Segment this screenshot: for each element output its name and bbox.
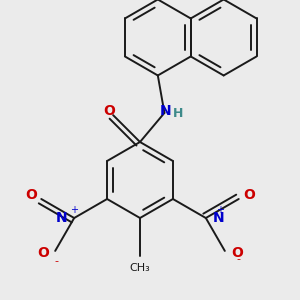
Text: O: O: [37, 246, 49, 260]
Text: CH₃: CH₃: [130, 263, 150, 273]
Text: N: N: [213, 211, 224, 225]
Text: -: -: [54, 256, 58, 266]
Text: O: O: [231, 246, 243, 260]
Text: N: N: [56, 211, 67, 225]
Text: H: H: [173, 107, 184, 120]
Text: O: O: [103, 104, 115, 118]
Text: O: O: [26, 188, 37, 202]
Text: +: +: [216, 205, 224, 215]
Text: O: O: [244, 188, 256, 202]
Text: N: N: [160, 104, 171, 118]
Text: -: -: [237, 254, 241, 264]
Text: +: +: [70, 205, 78, 215]
